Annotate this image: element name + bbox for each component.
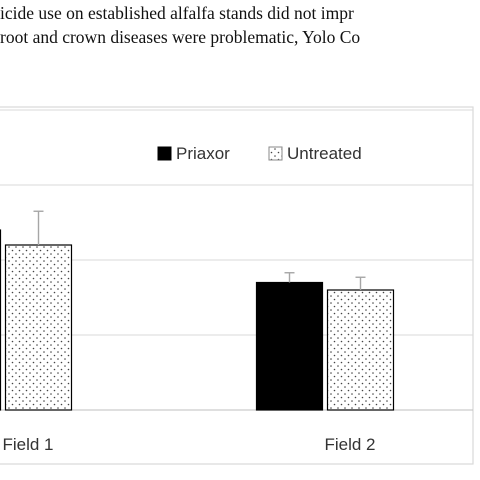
figure-caption-line-2: root and crown diseases were problematic… [0,27,361,47]
bar-priaxor-field-2 [255,281,324,411]
error-bars [33,210,366,290]
x-tick-label: Field 2 [324,435,375,454]
legend: Priaxor Untreated [157,144,362,163]
bar-untreated-field-2 [326,289,395,411]
chart-frame [0,106,474,465]
bar-priaxor-field-1 [0,229,2,411]
bars [0,229,395,411]
legend-label-priaxor: Priaxor [176,144,230,163]
x-tick-labels: Field 1 Field 2 [2,435,375,454]
legend-swatch-priaxor [157,146,172,161]
legend-label-untreated: Untreated [287,144,362,163]
legend-swatch-untreated [268,146,283,161]
x-tick-label: Field 1 [2,435,53,454]
figure-caption-line-1: icide use on established alfalfa stands … [0,3,354,23]
bar-untreated-field-1 [4,244,73,411]
